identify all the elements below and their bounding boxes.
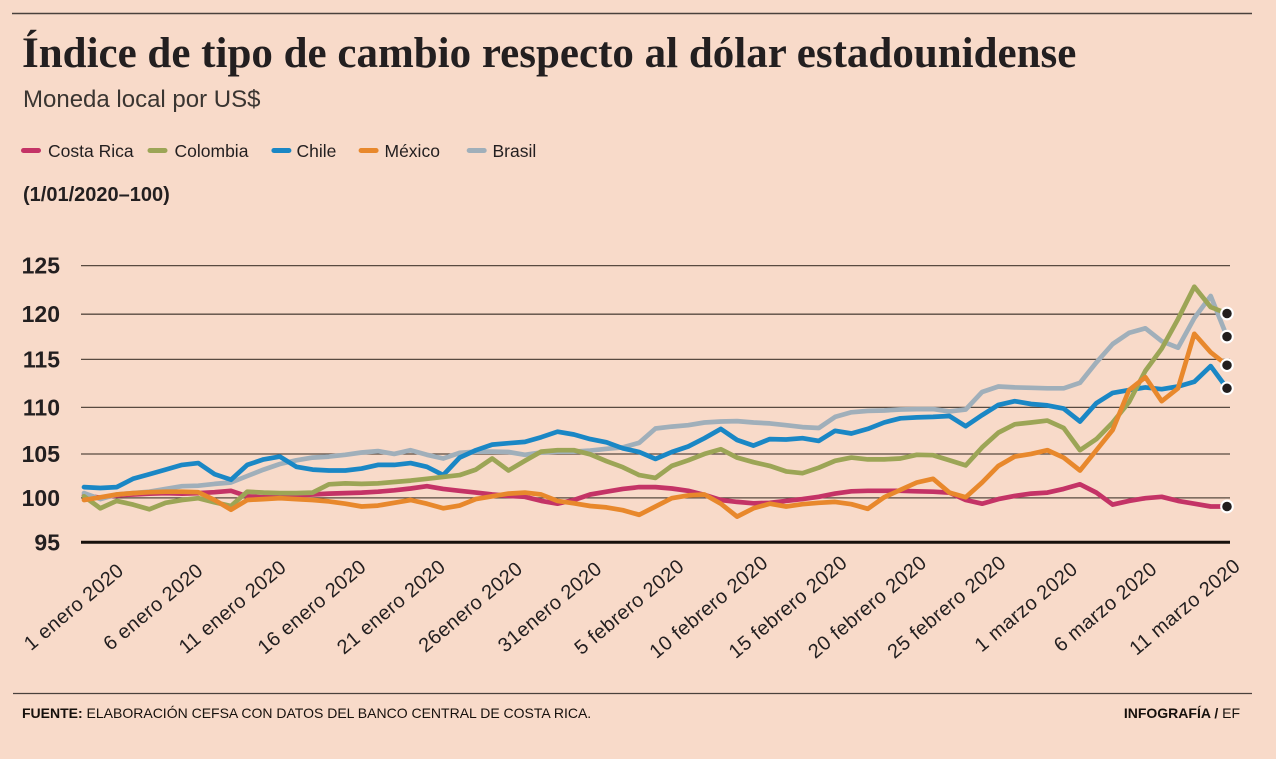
svg-text:Índice de tipo de cambio respe: Índice de tipo de cambio respecto al dól… — [22, 30, 1076, 77]
svg-text:Colombia: Colombia — [175, 141, 249, 161]
svg-text:95: 95 — [34, 529, 60, 555]
svg-text:100: 100 — [22, 485, 60, 511]
svg-text:115: 115 — [23, 346, 60, 372]
svg-text:Brasil: Brasil — [493, 141, 537, 161]
svg-text:Costa Rica: Costa Rica — [48, 141, 134, 161]
svg-text:México: México — [385, 141, 440, 161]
svg-text:(1/01/2020–100): (1/01/2020–100) — [23, 184, 170, 206]
svg-text:110: 110 — [23, 394, 60, 420]
svg-text:FUENTE: ELABORACIÓN CEFSA CON: FUENTE: ELABORACIÓN CEFSA CON DATOS DEL … — [22, 705, 591, 721]
svg-text:105: 105 — [22, 441, 61, 467]
svg-text:Chile: Chile — [297, 141, 337, 161]
svg-text:INFOGRAFÍA / EF: INFOGRAFÍA / EF — [1124, 705, 1240, 721]
svg-text:120: 120 — [22, 301, 60, 327]
svg-text:125: 125 — [22, 253, 61, 279]
svg-text:Moneda local por US$: Moneda local por US$ — [23, 86, 260, 113]
